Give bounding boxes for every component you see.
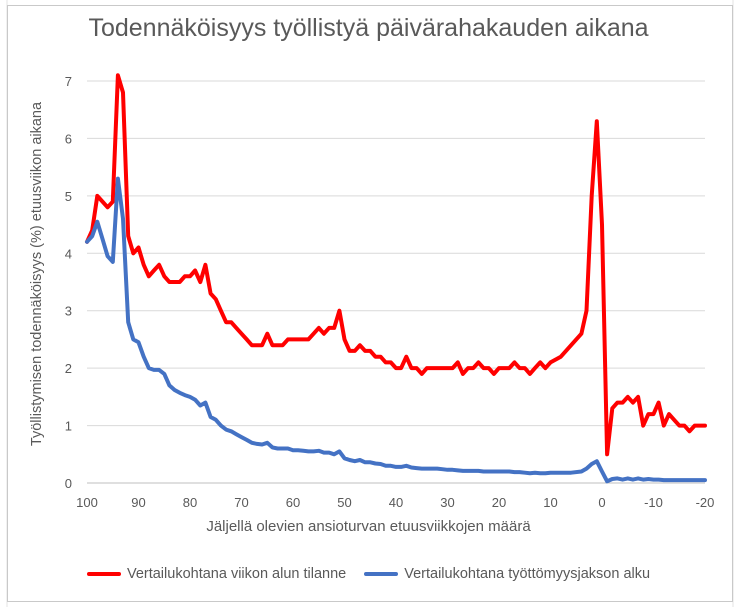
y-tick-label: 5: [65, 189, 72, 204]
y-tick-label: 7: [65, 74, 72, 89]
x-tick-label: 0: [598, 495, 605, 510]
y-tick-label: 2: [65, 361, 72, 376]
y-tick-label: 1: [65, 419, 72, 434]
x-tick-label: 40: [389, 495, 403, 510]
x-tick-label: -10: [644, 495, 663, 510]
legend-swatch-blue: [364, 572, 399, 576]
chart-title: Todennäköisyys työllistyä päivärahakaude…: [88, 14, 649, 42]
y-tick-label: 0: [65, 476, 72, 491]
x-tick-label: 50: [337, 495, 351, 510]
legend-swatch-red: [86, 572, 121, 576]
x-tick-label: -20: [696, 495, 715, 510]
x-tick-labels: 100 90 80 70 60 50 40 30 20 10 0 -10 -20: [76, 495, 714, 510]
x-tick-label: 60: [286, 495, 300, 510]
x-tick-label: 20: [492, 495, 506, 510]
legend-label-red: Vertailukohtana viikon alun tilanne: [126, 566, 347, 582]
x-tick-label: 80: [183, 495, 197, 510]
y-tick-labels: 0 1 2 3 4 5 6 7: [65, 74, 72, 491]
y-tick-label: 6: [65, 131, 72, 146]
series-lines[interactable]: [85, 73, 707, 484]
x-axis-title: Jäljellä olevien ansioturvan etuusviikko…: [206, 518, 531, 535]
y-tick-label: 3: [65, 304, 72, 319]
legend-label-blue: Vertailukohtana työttömyysjakson alku: [404, 566, 651, 582]
series-line-blue[interactable]: [85, 176, 707, 484]
legend-item-red[interactable]: Vertailukohtana viikon alun tilanne: [86, 566, 347, 582]
x-tick-label: 30: [440, 495, 454, 510]
x-tick-label: 10: [543, 495, 557, 510]
series-line-red[interactable]: [85, 73, 707, 457]
y-tick-label: 4: [65, 246, 72, 261]
x-tick-label: 100: [76, 495, 98, 510]
x-tick-label: 70: [234, 495, 248, 510]
legend-item-blue[interactable]: Vertailukohtana työttömyysjakson alku: [364, 566, 650, 582]
legend[interactable]: Vertailukohtana viikon alun tilanne Vert…: [0, 566, 737, 582]
x-tick-label: 90: [131, 495, 145, 510]
